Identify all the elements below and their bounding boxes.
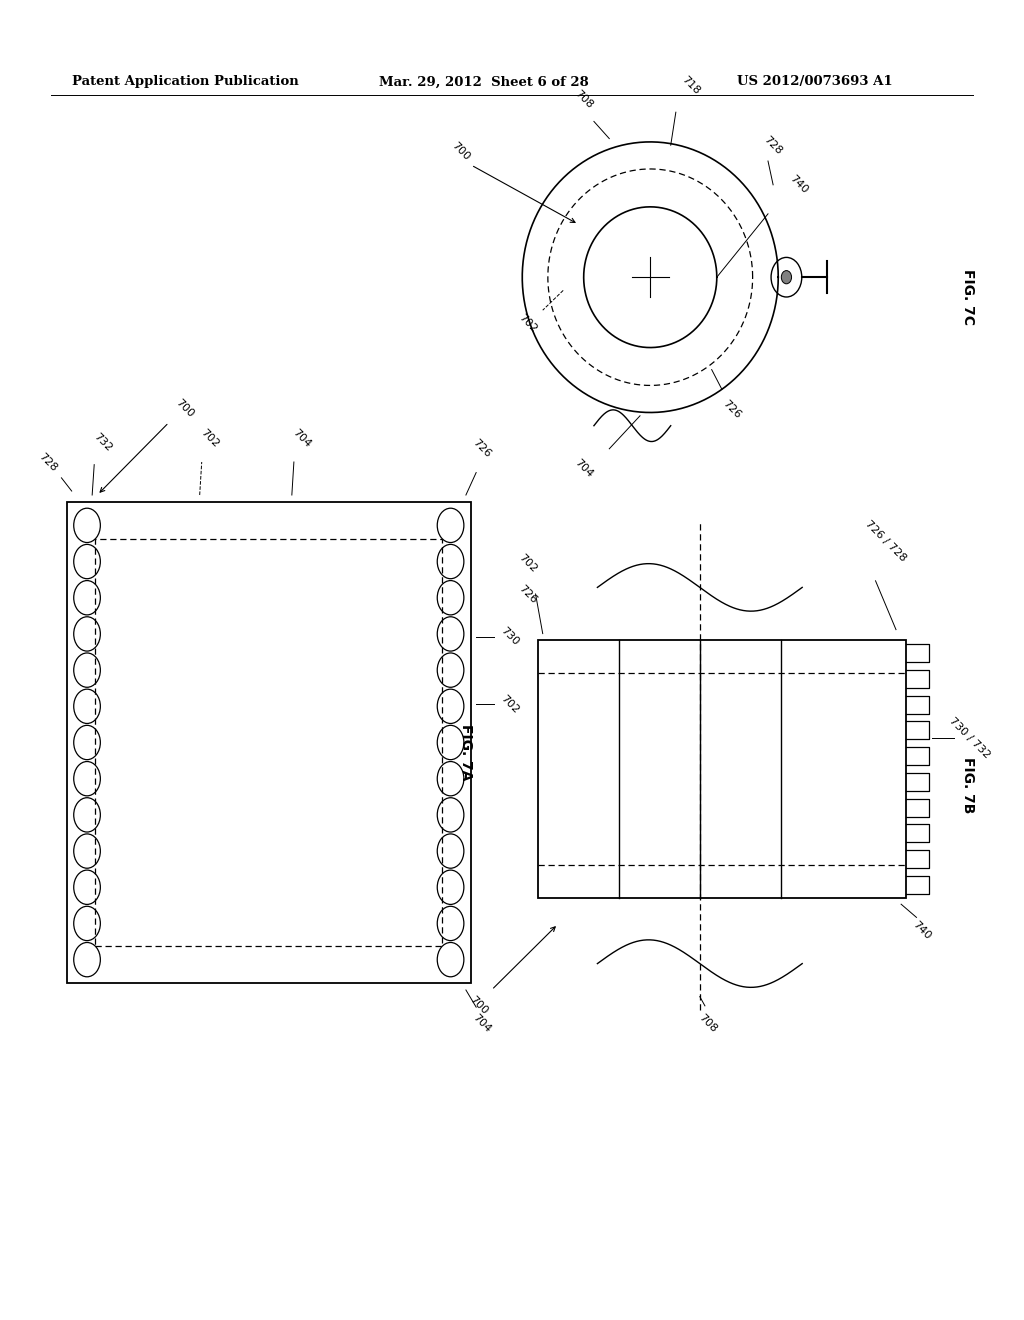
Text: 740: 740	[787, 174, 810, 195]
Text: FIG. 7A: FIG. 7A	[459, 725, 473, 780]
Text: 702: 702	[199, 428, 221, 449]
Text: 730 / 732: 730 / 732	[947, 715, 992, 760]
Text: 728: 728	[37, 451, 59, 473]
Text: 704: 704	[572, 458, 595, 479]
Text: 708: 708	[572, 88, 595, 110]
Text: 702: 702	[516, 553, 539, 574]
Text: 700: 700	[173, 397, 196, 418]
Text: 708: 708	[697, 1012, 719, 1034]
Bar	[538, 640, 906, 898]
Text: 740: 740	[910, 920, 933, 941]
Text: 732: 732	[91, 432, 114, 453]
Text: 702: 702	[516, 313, 539, 334]
Text: 704: 704	[470, 1012, 493, 1034]
Text: Mar. 29, 2012  Sheet 6 of 28: Mar. 29, 2012 Sheet 6 of 28	[379, 75, 589, 88]
Circle shape	[781, 271, 792, 284]
Text: 718: 718	[680, 75, 702, 96]
Text: 704: 704	[291, 428, 313, 449]
Text: 726: 726	[470, 438, 493, 459]
Text: 726 / 728: 726 / 728	[863, 519, 908, 564]
Text: FIG. 7B: FIG. 7B	[961, 758, 975, 813]
Text: Patent Application Publication: Patent Application Publication	[72, 75, 298, 88]
Text: 726: 726	[721, 399, 743, 420]
Text: 726: 726	[516, 583, 539, 605]
Text: 728: 728	[762, 135, 784, 156]
Bar	[95, 539, 442, 946]
Text: FIG. 7C: FIG. 7C	[961, 269, 975, 325]
Bar	[67, 502, 471, 983]
Text: 700: 700	[450, 141, 472, 162]
Text: 700: 700	[467, 995, 489, 1016]
Text: US 2012/0073693 A1: US 2012/0073693 A1	[737, 75, 893, 88]
Text: 702: 702	[499, 693, 521, 715]
Text: 730: 730	[499, 626, 521, 648]
